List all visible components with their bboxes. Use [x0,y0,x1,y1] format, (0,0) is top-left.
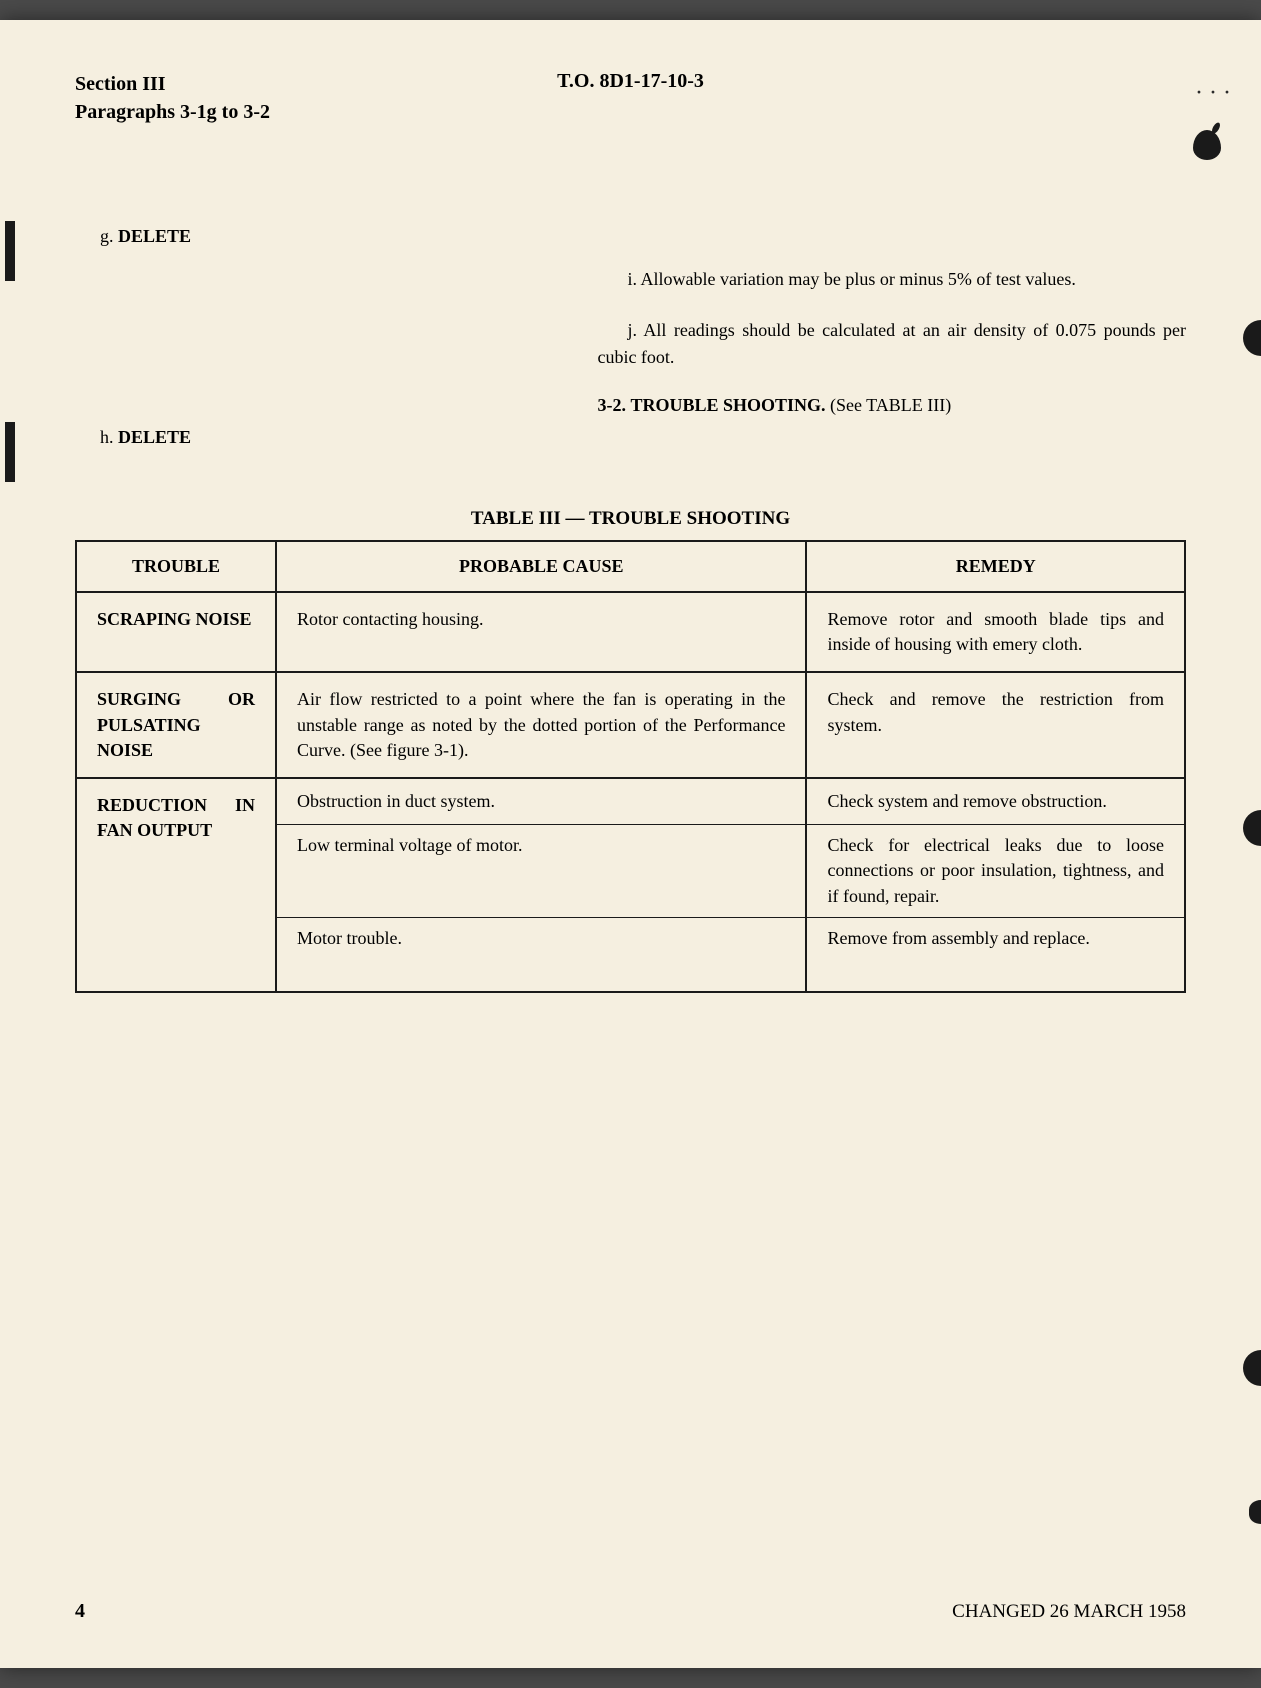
paragraphs-label: Paragraphs 3-1g to 3-2 [75,98,270,126]
item-j-text: j. All readings should be calculated at … [597,317,1186,371]
trouble-cell: SURGING OR PULSATING NOISE [76,672,276,778]
to-number: T.O. 8D1-17-10-3 [557,70,704,93]
scan-artifact-blob [1193,130,1221,160]
cause-cell: Air flow restricted to a point where the… [276,672,806,778]
content-columns: g. DELETE h. DELETE i. Allowable variati… [75,226,1186,448]
cause-cell: Motor trouble. [276,917,806,992]
header-cause: PROBABLE CAUSE [276,541,806,592]
punch-hole [1249,1500,1261,1524]
cause-cell: Obstruction in duct system. [276,778,806,825]
item-h-text: DELETE [118,427,191,447]
trouble-cell: REDUCTION IN FAN OUTPUT [76,778,276,992]
change-bar [5,422,15,482]
item-g-label: g. [100,226,114,246]
section-3-2: 3-2. TROUBLE SHOOTING. (See TABLE III) [597,395,1186,416]
cause-cell: Low terminal voltage of motor. [276,825,806,918]
right-column: i. Allowable variation may be plus or mi… [597,226,1186,448]
remedy-cell: Check system and remove obstruction. [806,778,1185,825]
punch-hole [1243,1350,1261,1386]
section-ref: (See TABLE III) [830,395,951,415]
document-page: · · · Section III Paragraphs 3-1g to 3-2… [0,20,1261,1668]
trouble-cell: SCRAPING NOISE [76,592,276,672]
punch-hole [1243,810,1261,846]
table-row: SURGING OR PULSATING NOISE Air flow rest… [76,672,1185,778]
scan-artifact: · · · [1195,80,1231,107]
item-g-text: DELETE [118,226,191,246]
left-column: g. DELETE h. DELETE [75,226,557,448]
header-trouble: TROUBLE [76,541,276,592]
page-header: Section III Paragraphs 3-1g to 3-2 T.O. … [75,70,1186,126]
item-h: h. DELETE [100,427,557,448]
trouble-shooting-table: TROUBLE PROBABLE CAUSE REMEDY SCRAPING N… [75,540,1186,993]
section-number: 3-2. [597,395,626,415]
item-h-label: h. [100,427,114,447]
cause-cell: Rotor contacting housing. [276,592,806,672]
table-title: TABLE III — TROUBLE SHOOTING [75,508,1186,530]
item-g: g. DELETE [100,226,557,247]
page-number: 4 [75,1600,85,1623]
remedy-cell: Check and remove the restriction from sy… [806,672,1185,778]
changed-date: CHANGED 26 MARCH 1958 [952,1601,1186,1623]
punch-hole [1243,320,1261,356]
remedy-cell: Remove from assembly and replace. [806,917,1185,992]
remedy-cell: Remove rotor and smooth blade tips and i… [806,592,1185,672]
table-header-row: TROUBLE PROBABLE CAUSE REMEDY [76,541,1185,592]
header-section-info: Section III Paragraphs 3-1g to 3-2 [75,70,270,126]
section-title: TROUBLE SHOOTING. [630,395,825,415]
change-bar [5,221,15,281]
remedy-cell: Check for electrical leaks due to loose … [806,825,1185,918]
table-row: SCRAPING NOISE Rotor contacting housing.… [76,592,1185,672]
item-i-text: i. Allowable variation may be plus or mi… [597,266,1186,293]
table-row: REDUCTION IN FAN OUTPUT Obstruction in d… [76,778,1185,825]
section-label: Section III [75,70,270,98]
header-remedy: REMEDY [806,541,1185,592]
